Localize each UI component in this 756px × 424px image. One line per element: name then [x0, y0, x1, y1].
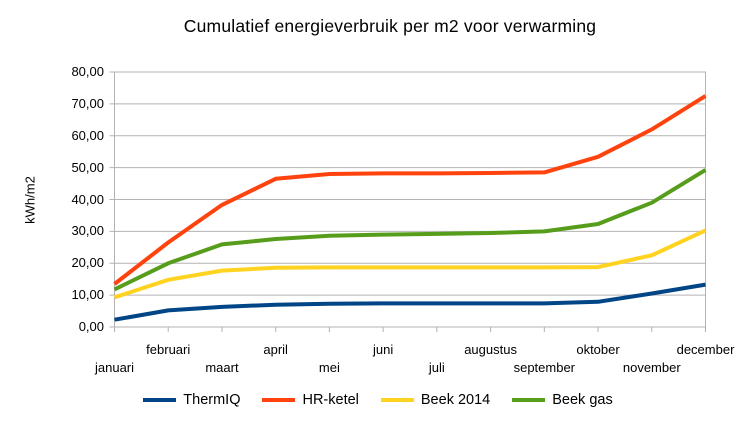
y-tick-label: 10,00	[71, 287, 104, 303]
y-tick-label: 30,00	[71, 223, 104, 239]
legend-label: Beek 2014	[420, 392, 491, 408]
legend-line-swatch	[512, 398, 546, 402]
y-tick-label: 0,00	[78, 319, 104, 334]
series-line-beek-2014	[113, 228, 707, 300]
x-tick-label-oktober: oktober	[576, 342, 620, 357]
x-tick-label-mei: mei	[318, 360, 340, 375]
legend-line-swatch	[143, 398, 177, 402]
x-tick-label-januari: januari	[94, 360, 135, 375]
series-line-hr-ketel	[113, 94, 707, 286]
chart-title: Cumulatief energieverbruik per m2 voor v…	[183, 16, 597, 36]
plot-border	[114, 71, 706, 328]
legend: ThermIQ HR-ketel Beek 2014 Beek gas	[0, 392, 756, 408]
y-tick-label: 50,00	[71, 159, 104, 175]
legend-item-hr-ketel: HR-ketel	[262, 392, 359, 408]
legend-label: Beek gas	[552, 392, 613, 408]
y-tick-label: 80,00	[71, 64, 104, 79]
legend-label: HR-ketel	[302, 392, 359, 408]
x-tick-label-februari: februari	[146, 342, 191, 357]
x-tick-label-juni: juni	[373, 342, 394, 357]
x-tick-label-augustus: augustus	[464, 342, 517, 357]
y-tick-label: 60,00	[71, 127, 104, 143]
y-tick-label: 20,00	[71, 255, 104, 271]
y-tick-label: 40,00	[71, 191, 104, 207]
series-line-beek-gas	[113, 168, 707, 292]
x-tick-label-september: september	[513, 360, 576, 375]
legend-label: ThermIQ	[183, 392, 241, 408]
legend-line-swatch	[380, 398, 414, 402]
series-line-thermiq	[114, 282, 706, 322]
x-tick-label-juli: juli	[428, 360, 445, 375]
y-tick-label: 70,00	[71, 95, 104, 111]
x-tick-label-november: november	[622, 360, 681, 375]
x-tick-label-maart: maart	[205, 360, 239, 375]
legend-item-beek-gas: Beek gas	[512, 392, 613, 408]
legend-line-swatch	[262, 398, 296, 402]
x-tick-label-april: april	[263, 342, 288, 357]
x-tick-label-december: december	[676, 342, 735, 357]
legend-item-beek-2014: Beek 2014	[380, 392, 491, 408]
legend-item-thermiq: ThermIQ	[143, 392, 240, 408]
